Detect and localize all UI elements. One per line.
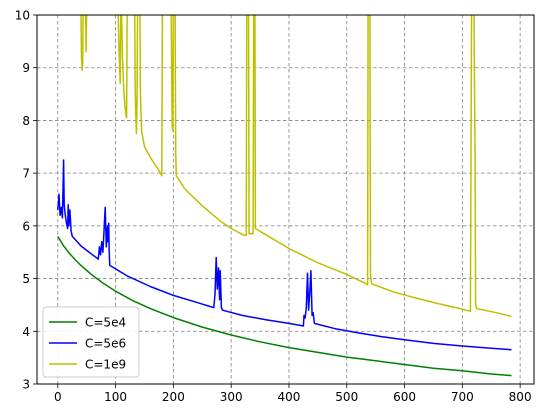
legend-label: C=5e6 xyxy=(85,337,126,351)
legend-label: C=1e9 xyxy=(85,358,126,372)
legend-label: C=5e4 xyxy=(85,316,126,330)
legend: C=5e4 C=5e6 C=1e9 xyxy=(42,306,140,378)
y-tick-label: 9 xyxy=(22,61,30,75)
x-tick-label: 700 xyxy=(451,390,474,404)
x-tick-label: 0 xyxy=(54,390,62,404)
y-axis: 3 4 5 6 7 8 9 10 xyxy=(15,9,37,392)
x-tick-label: 100 xyxy=(104,390,127,404)
y-tick-label: 4 xyxy=(22,325,30,339)
x-tick-label: 800 xyxy=(509,390,532,404)
x-axis: 0 100 200 300 400 500 600 700 800 xyxy=(54,384,532,404)
series-line-C=1e9 xyxy=(80,15,512,318)
legend-box xyxy=(42,306,140,378)
y-tick-label: 6 xyxy=(22,219,30,233)
x-tick-label: 600 xyxy=(393,390,416,404)
x-tick-label: 200 xyxy=(162,390,185,404)
series-lines xyxy=(57,15,512,377)
y-tick-label: 5 xyxy=(22,272,30,286)
plot-frame xyxy=(36,14,535,385)
y-tick-label: 7 xyxy=(22,167,30,181)
y-tick-label: 3 xyxy=(22,378,30,392)
y-tick-label: 8 xyxy=(22,114,30,128)
series-line-C=5e4 xyxy=(57,236,512,377)
x-tick-label: 500 xyxy=(335,390,358,404)
x-tick-label: 400 xyxy=(278,390,301,404)
x-tick-label: 300 xyxy=(220,390,243,404)
y-tick-label: 10 xyxy=(15,9,30,23)
series-line-C=5e6 xyxy=(57,159,512,351)
